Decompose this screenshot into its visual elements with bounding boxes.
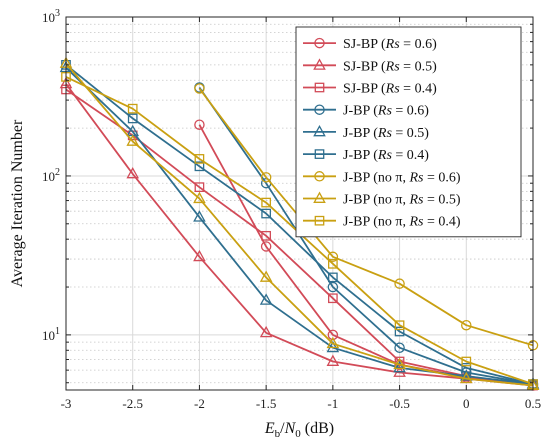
x-tick-label: -1.5 [256,396,277,411]
series-line [65,62,534,387]
legend-item: J-BP (Rs = 0.5) [303,124,429,141]
y-axis-label: Average Iteration Number [9,119,26,287]
y-tick-label: 101 [42,326,60,343]
data-point [326,340,340,353]
legend-marker [314,171,325,182]
y-tick-label: 103 [42,8,60,25]
data-point [194,161,205,172]
data-point [126,166,140,179]
data-point [194,83,205,94]
data-point [261,197,271,208]
data-point [326,336,340,349]
data-point [260,241,272,252]
legend-marker [314,104,325,115]
legend-marker [314,37,325,49]
data-point [193,249,206,262]
x-tick-label: -3 [61,396,72,411]
data-point [193,210,206,222]
legend-marker [314,215,325,226]
legend-item: SJ-BP (Rs = 0.4) [303,82,437,97]
plot-frame [65,16,534,391]
series-line [198,86,534,385]
data-point [261,208,271,219]
legend-item: J-BP (no π, Rs = 0.6) [303,170,461,185]
legend-item: J-BP (Rs = 0.4) [303,148,429,163]
x-tick-label: -1 [327,396,338,411]
legend-label: J-BP (Rs = 0.6) [343,104,429,119]
series-line [65,67,534,385]
legend-label: J-BP (Rs = 0.5) [343,126,429,141]
legend-label: J-BP (no π, Rs = 0.6) [343,170,461,185]
data-point [127,113,138,124]
y-tick-label: 102 [42,167,60,184]
legend-label: SJ-BP (Rs = 0.4) [343,82,437,97]
axis-ticks: -3 -2.5 -2 -1.5 -1 -0.5 0 0.5 101 102 103 [42,8,541,411]
legend-marker [313,124,326,137]
data-point [259,270,273,282]
legend-label: J-BP (no π, Rs = 0.5) [343,193,461,208]
x-tick-label: -2.5 [122,396,143,411]
legend-label: SJ-BP (Rs = 0.6) [343,37,437,52]
data-point [394,326,405,337]
legend-item: SJ-BP (Rs = 0.6) [303,37,437,52]
data-point [194,182,205,193]
data-point [127,103,138,114]
series-line [198,124,534,387]
data-point [259,325,273,338]
x-tick-label: 0.5 [525,396,541,411]
data-point [327,251,339,263]
data-point [461,356,472,367]
legend-label: J-BP (no π, Rs = 0.4) [343,215,461,230]
data-point [328,258,338,269]
x-tick-label: -0.5 [389,396,410,411]
legend-item: SJ-BP (Rs = 0.5) [303,58,437,74]
data-point [193,191,206,204]
data-point [126,134,140,146]
data-point [194,154,205,164]
x-axis-label: Eb/N0 (dB) [264,420,334,440]
data-point [259,293,273,305]
legend-item: J-BP (no π, Rs = 0.5) [303,191,461,208]
data-point [394,342,405,353]
data-point [394,320,405,331]
data-point [260,172,272,183]
data-point [459,369,473,381]
data-point [393,357,406,370]
legend-label: J-BP (Rs = 0.4) [343,148,429,163]
legend-marker [313,58,326,70]
x-tick-label: -2 [194,396,205,411]
data-point [194,119,205,130]
data-point [328,272,338,283]
data-point [261,230,271,241]
legend-label: SJ-BP (Rs = 0.5) [343,59,437,74]
series-line [198,87,534,347]
series-layer [59,56,540,391]
legend-item: J-BP (no π, Rs = 0.4) [303,215,461,230]
legend-marker [314,82,325,93]
data-point [327,329,339,341]
data-point [328,293,338,304]
legend-marker [314,149,325,159]
series-line [65,88,534,387]
legend-marker [313,191,326,203]
data-point [326,354,340,366]
data-point [459,371,473,384]
series-line [65,64,534,385]
series-line [65,83,534,387]
data-point [327,281,339,293]
data-point [461,319,472,331]
legend-item: J-BP (Rs = 0.6) [303,104,429,119]
data-point [393,360,406,373]
data-point [394,356,405,367]
data-point [394,278,405,289]
x-tick-label: 0 [463,396,470,411]
legend: SJ-BP (Rs = 0.6) SJ-BP (Rs = 0.5) SJ-BP (R… [295,26,522,238]
